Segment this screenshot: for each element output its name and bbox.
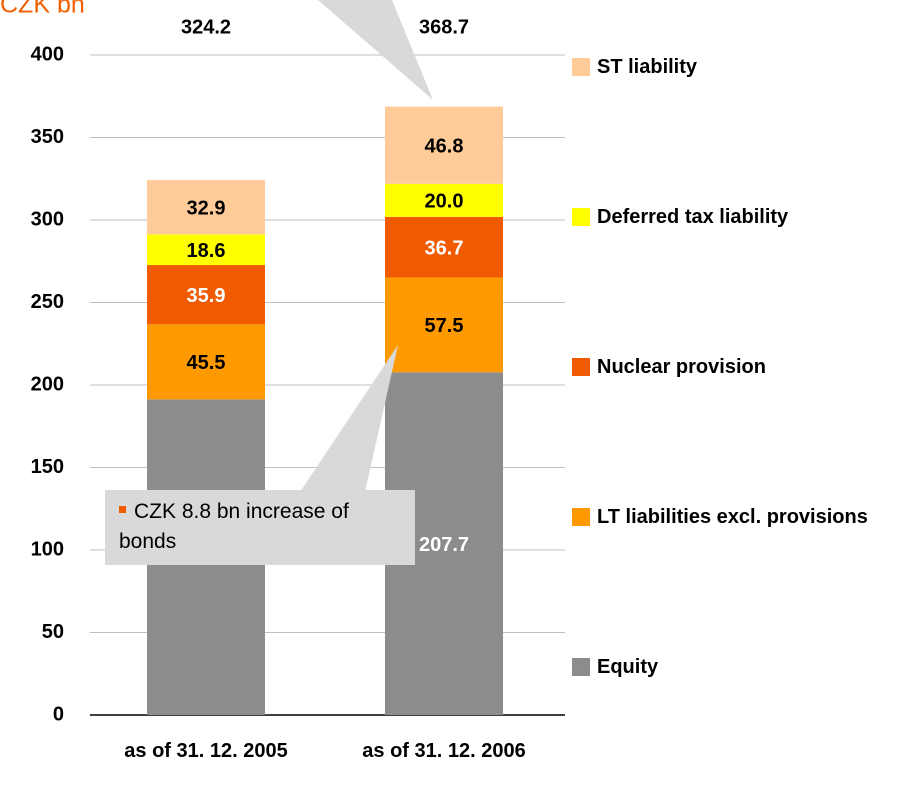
- y-tick-label: 250: [31, 291, 64, 313]
- legend-swatch: [572, 508, 590, 526]
- annotation: CZK 8.8 bn increase of bonds: [105, 490, 415, 565]
- legend-swatch: [572, 658, 590, 676]
- bullet: [119, 505, 126, 513]
- legend-label: ST liability: [597, 56, 698, 78]
- y-tick-label: 200: [31, 373, 64, 395]
- bar-segment: [385, 216, 503, 278]
- legend-entry: LT liabilities excl. provisions: [572, 505, 892, 534]
- y-tick-label: 0: [53, 703, 64, 725]
- bar-segment: [385, 183, 503, 217]
- callout-pointer: [300, 345, 398, 492]
- bar-segment: [385, 277, 503, 373]
- data-label: 45.5: [187, 352, 226, 374]
- data-label: 20.0: [425, 191, 464, 213]
- data-label: 57.5: [425, 315, 464, 337]
- y-tick-label: 400: [31, 43, 64, 65]
- chart-title: CZK bn: [0, 0, 85, 19]
- bar-segment: [147, 180, 265, 235]
- x-tick-label: as of 31. 12. 2005: [124, 740, 288, 762]
- y-tick-label: 300: [31, 208, 64, 230]
- legend-entry: Deferred tax liability: [572, 205, 892, 234]
- legend-entry: Equity: [572, 655, 892, 684]
- annotation-text: CZK 8.8 bn increase of bonds: [119, 500, 349, 553]
- data-label: 36.7: [425, 237, 464, 259]
- total-label: 324.2: [181, 16, 231, 38]
- data-label: 32.9: [187, 197, 226, 219]
- legend-label: Deferred tax liability: [597, 206, 789, 228]
- legend-label: Equity: [597, 656, 659, 678]
- y-tick-label: 50: [42, 621, 64, 643]
- bar-segment: [385, 106, 503, 184]
- x-tick-label: as of 31. 12. 2006: [362, 740, 526, 762]
- data-label: 18.6: [187, 240, 226, 262]
- total-label: 368.7: [419, 16, 469, 38]
- legend-swatch: [572, 58, 590, 76]
- legend-entry: ST liability: [572, 55, 892, 84]
- bar-segment: [147, 234, 265, 266]
- data-label: 35.9: [187, 285, 226, 307]
- callout-box: [105, 490, 415, 565]
- y-tick-label: 100: [31, 538, 64, 560]
- callout-pointer: [318, 0, 433, 100]
- legend-label: Nuclear provision: [597, 356, 766, 378]
- data-label: 207.7: [419, 534, 469, 556]
- bar-segment: [147, 324, 265, 400]
- bar-segment: [147, 265, 265, 325]
- legend-label: LT liabilities excl. provisions: [597, 506, 868, 528]
- legend-entry: Nuclear provision: [572, 355, 892, 384]
- legend-swatch: [572, 358, 590, 376]
- legend-swatch: [572, 208, 590, 226]
- data-label: 46.8: [425, 136, 464, 158]
- y-tick-label: 150: [31, 456, 64, 478]
- y-tick-label: 350: [31, 126, 64, 148]
